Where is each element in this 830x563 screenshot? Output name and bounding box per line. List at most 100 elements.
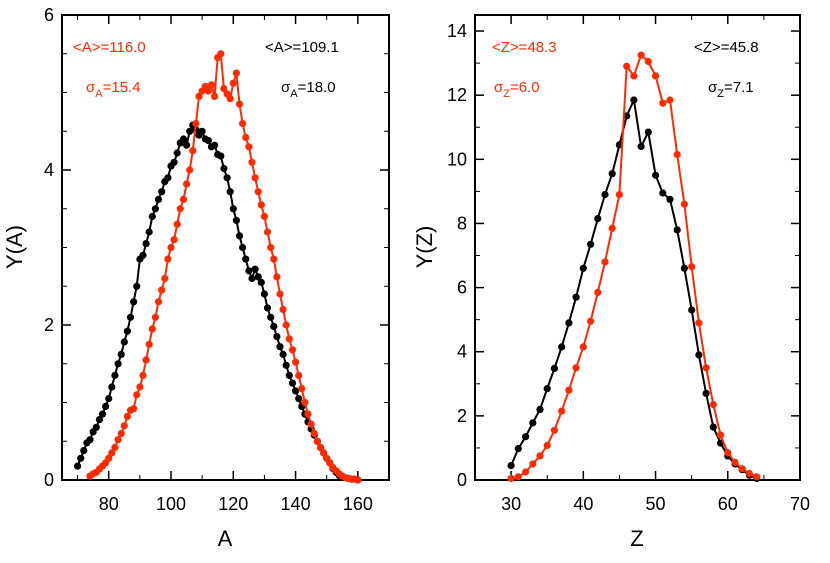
panel-a-black-point bbox=[111, 371, 119, 379]
panel-z-black-sigma-symbol: σ bbox=[708, 79, 718, 96]
panel-z-black-point bbox=[601, 191, 609, 199]
panel-z-red-point bbox=[615, 191, 624, 199]
panel-a-red-point bbox=[186, 166, 194, 174]
panel-a-red-point bbox=[232, 69, 240, 77]
panel-z-black-mean: <Z>=45.8 bbox=[694, 39, 759, 56]
panel-z-black-point bbox=[536, 405, 544, 413]
panel-a-black-point bbox=[77, 454, 85, 462]
panel-a-ylabel: Y(A) bbox=[2, 225, 27, 269]
panel-z-red-point bbox=[673, 150, 681, 159]
panel-z-black-sigma-sub: Z bbox=[717, 88, 724, 100]
panel-a-black-point bbox=[105, 395, 113, 403]
panel-z-red-point bbox=[644, 57, 652, 66]
panel-a-xtick-label: 160 bbox=[343, 494, 373, 514]
panel-z-ytick-label: 10 bbox=[447, 149, 467, 169]
panel-z-red-point bbox=[550, 426, 559, 434]
panel-a-black-point bbox=[102, 402, 110, 410]
panel-z-red-point bbox=[659, 99, 667, 107]
panel-a-red-point bbox=[207, 81, 216, 89]
panel-a-red-point bbox=[270, 255, 278, 263]
panel-a-red-point bbox=[288, 346, 297, 354]
panel-z-ytick-label: 12 bbox=[447, 85, 467, 105]
panel-a-black-point bbox=[173, 149, 181, 157]
panel-a-red-point bbox=[173, 220, 181, 228]
panel-z-black-point bbox=[608, 170, 616, 178]
panel-a-black-point bbox=[183, 141, 191, 149]
panel-a-red-point bbox=[279, 305, 287, 314]
panel-a-red-point bbox=[260, 212, 268, 221]
panel-a-black-point bbox=[245, 267, 253, 275]
panel-z-black-point bbox=[550, 364, 559, 372]
panel-a-red-point bbox=[179, 195, 188, 203]
panel-z-black-point bbox=[579, 264, 587, 272]
panel-a-black-point bbox=[95, 416, 103, 424]
panel-a-red-point bbox=[229, 79, 237, 87]
panel-a-red-point bbox=[148, 325, 156, 333]
panel-z-red-point bbox=[522, 468, 530, 476]
panel-a-black-point bbox=[114, 360, 122, 368]
panel-a-black-point bbox=[142, 240, 150, 248]
panel-z-red-point bbox=[529, 460, 537, 468]
panel-a-black-point bbox=[235, 232, 244, 240]
panel-z-black-line bbox=[510, 99, 758, 480]
panel-a-red-point bbox=[136, 383, 144, 391]
panel-z-red-point bbox=[724, 449, 732, 457]
panel-a-black-point bbox=[179, 135, 188, 143]
panel-z-red-point bbox=[652, 72, 660, 80]
panel-a-xlabel: A bbox=[218, 526, 233, 551]
panel-a-red-point bbox=[145, 340, 153, 348]
panel-z-red-point bbox=[630, 72, 638, 80]
panel-z-red-point bbox=[717, 431, 725, 439]
panel-a-black-point bbox=[130, 298, 138, 306]
panel-z-ylabel: Y(Z) bbox=[412, 226, 437, 269]
panel-z-ytick-label: 4 bbox=[457, 342, 467, 362]
panel-z-ytick-label: 2 bbox=[457, 406, 467, 426]
panel-a-red-point bbox=[120, 422, 128, 430]
panel-a-red-point bbox=[316, 443, 325, 451]
panel-z-xtick-label: 70 bbox=[790, 494, 810, 514]
panel-a-black-sigma-symbol: σ bbox=[281, 79, 291, 96]
panel-a-red-sigma-sub: A bbox=[95, 88, 103, 100]
panel-a-black-point bbox=[220, 164, 228, 173]
panel-a-red-point bbox=[320, 449, 328, 457]
panel-a-black-point bbox=[292, 387, 300, 395]
panel-a-red-point bbox=[161, 274, 169, 283]
panel-a-red-point bbox=[251, 174, 259, 182]
panel-z-red-line bbox=[510, 54, 758, 480]
panel-z-xtick-label: 40 bbox=[573, 494, 593, 514]
panel-a-black-point bbox=[232, 216, 240, 224]
panel-z-red-point bbox=[558, 407, 566, 415]
panel-a-black-point bbox=[148, 212, 156, 221]
panel-z-black-point bbox=[507, 462, 515, 470]
panel-a-red-point bbox=[295, 371, 303, 379]
panel-a-ytick-label: 4 bbox=[44, 160, 54, 180]
panel-z-frame bbox=[474, 14, 801, 481]
panel-z-red-point bbox=[623, 62, 631, 70]
panel-a-red-point bbox=[211, 92, 219, 100]
panel-z-black-point bbox=[673, 226, 681, 234]
panel-a-red-point bbox=[189, 147, 197, 155]
panel-a-black-point bbox=[120, 338, 128, 346]
panel-z-red-point bbox=[753, 473, 761, 481]
panel-z-black-point bbox=[587, 240, 595, 248]
panel-a-black-point bbox=[285, 371, 293, 379]
panel-z-black-point bbox=[637, 142, 645, 151]
panel-z-red-point bbox=[738, 465, 746, 473]
panel-a-black-point bbox=[108, 383, 116, 391]
panel-a-xtick-label: 80 bbox=[99, 494, 119, 514]
panel-a-black-point bbox=[288, 379, 297, 387]
panel-a-black-point bbox=[223, 174, 231, 182]
panel-a-black-point bbox=[186, 127, 194, 135]
panel-a-black-point bbox=[198, 127, 206, 135]
panel-z-red-sigma-symbol: σ bbox=[494, 79, 504, 96]
panel-z-red-point bbox=[565, 386, 573, 394]
panel-z-red-point bbox=[572, 364, 580, 372]
panel-a-black-point bbox=[86, 436, 94, 444]
panel-a-xtick-label: 120 bbox=[218, 494, 248, 514]
panel-z-ytick-label: 14 bbox=[447, 21, 467, 41]
panel-z-black-point bbox=[594, 215, 602, 223]
panel-z-black-point bbox=[558, 343, 566, 351]
panel-z-red-point bbox=[601, 258, 609, 266]
panel-z-black-point bbox=[702, 389, 710, 397]
